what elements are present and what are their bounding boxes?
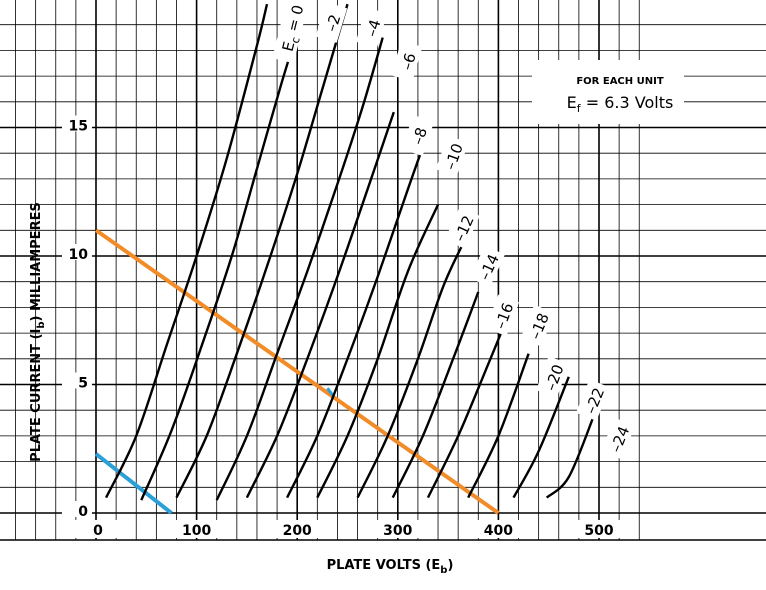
x-tick-labels: 0 100 200 300 400 500: [74, 520, 621, 539]
operating-point-marker: [326, 387, 335, 398]
y-tick-bg: [62, 115, 92, 132]
x-tick-300: 300: [383, 523, 412, 539]
curve-label-0: Ec = 0: [279, 3, 311, 54]
x-tick-bg: [275, 520, 320, 538]
x-tick-100: 100: [182, 523, 211, 539]
x-tick-bg: [375, 520, 420, 538]
curve-label--4: –4: [362, 17, 384, 38]
plate-curves: [105, 0, 596, 501]
load-line-1: [94, 452, 173, 515]
filament-note-box: FOR EACH UNIT Ef = 6.3 Volts: [532, 60, 684, 124]
curve-label-bg: [315, 1, 348, 43]
curve-label-bg: [520, 304, 555, 347]
curve-label-bg: [601, 417, 636, 460]
curve-label-bg: [355, 7, 388, 48]
note-line2: Ef = 6.3 Volts: [567, 93, 674, 115]
plate-curve--8: [245, 111, 395, 499]
plate-curve--22: [512, 376, 570, 499]
y-tick-bg: [62, 372, 92, 389]
y-tick-0: 0: [78, 504, 88, 520]
plate-curve-0: [105, 3, 269, 499]
y-tick-10: 10: [69, 247, 89, 263]
curve-labels: Ec = 0 –2 –4–6–8–10–12–14–16 –18–20–22–24: [272, 0, 636, 460]
plate-curve--20: [467, 353, 530, 499]
load-line-0: [94, 228, 500, 515]
x-tick-bg: [74, 520, 118, 538]
curve-label--8: –8: [409, 125, 432, 147]
curve-label-bg: [576, 379, 610, 421]
x-tick-0: 0: [93, 523, 103, 539]
y-tick-bg: [62, 244, 92, 260]
y-tick-15: 15: [69, 119, 88, 135]
curve-label-bg: [444, 206, 480, 249]
plate-curve--24: [545, 414, 596, 499]
curve-label-bg: [485, 294, 520, 336]
plate-curve--2: [140, 0, 309, 501]
chart-grid: [0, 0, 766, 541]
curve-label-bg: [272, 0, 310, 64]
note-line1: FOR EACH UNIT: [576, 76, 663, 87]
y-tick-labels: 0 5 10 15: [62, 115, 92, 520]
x-axis-label: PLATE VOLTS (Eb): [327, 558, 454, 576]
y-tick-5: 5: [78, 376, 88, 392]
curve-label-bg: [536, 356, 570, 398]
x-tick-500: 500: [584, 523, 613, 539]
curve-label--6: –6: [398, 51, 420, 72]
curve-label-bg: [435, 135, 469, 177]
curve-label--2: –2: [322, 12, 344, 34]
load-lines: [94, 228, 500, 515]
curve-label-bg: [391, 40, 423, 82]
plate-curve--10: [286, 132, 430, 499]
curve-label-bg: [469, 245, 505, 288]
plate-curve--4: [175, 3, 349, 499]
plate-curve--14: [356, 242, 465, 499]
x-tick-200: 200: [283, 523, 312, 539]
x-tick-bg: [174, 520, 219, 538]
plate-curve--12: [316, 204, 440, 499]
x-tick-bg: [476, 520, 521, 538]
x-tick-400: 400: [484, 523, 513, 539]
y-tick-bg: [62, 501, 92, 517]
x-tick-bg: [577, 520, 621, 538]
plate-curve--6: [215, 37, 384, 501]
plate-curve--16: [391, 291, 480, 499]
y-axis-label: PLATE CURRENT (Ib) MILLIAMPERES: [29, 202, 47, 462]
curve-label-bg: [401, 114, 435, 157]
